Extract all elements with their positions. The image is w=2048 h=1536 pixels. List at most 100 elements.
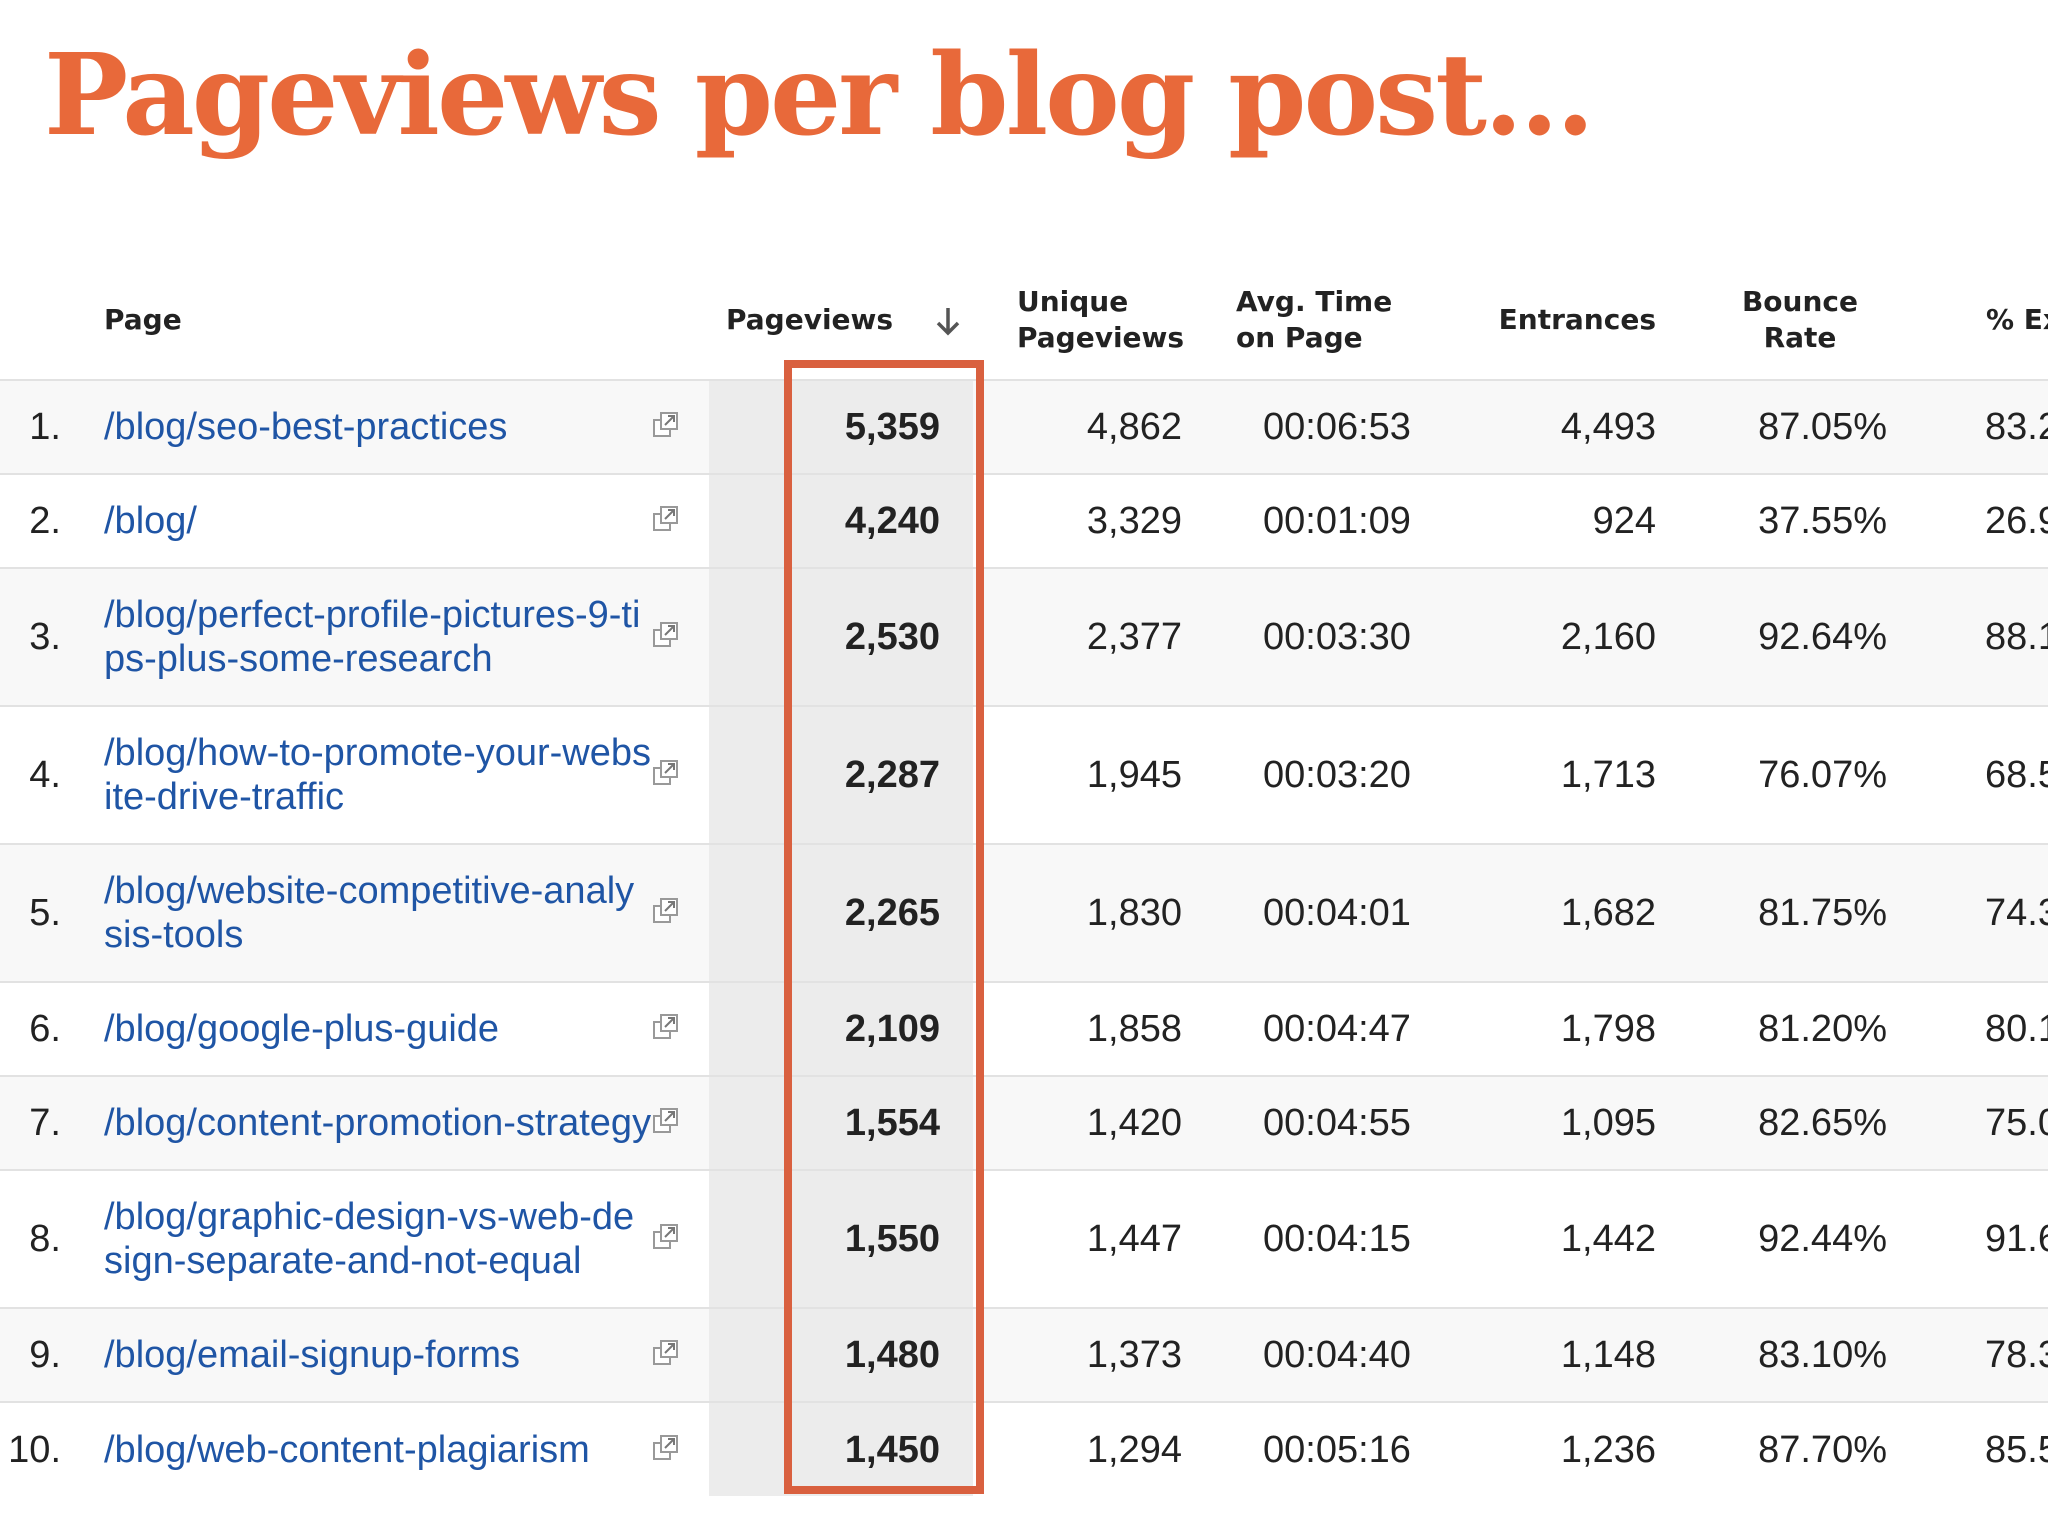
page-link[interactable]: /blog/web-content-plagiarism bbox=[104, 1428, 590, 1471]
entrances: 924 bbox=[1592, 500, 1656, 542]
exit-rate: 26.9 bbox=[1985, 500, 2048, 542]
bounce-rate: 81.20% bbox=[1758, 1008, 1887, 1050]
page-link[interactable]: /blog/perfect-profile-pictures-9-tips-pl… bbox=[104, 594, 641, 680]
pageviews-cell: 2,265 bbox=[709, 843, 973, 982]
page-link-cell: /blog/website-competitive-analysis-tools bbox=[70, 843, 652, 982]
avg-time: 00:03:20 bbox=[1263, 754, 1411, 796]
unique-pageviews-cell: 1,294 bbox=[973, 1401, 1182, 1496]
pageviews-cell: 2,530 bbox=[709, 567, 973, 706]
unique-pageviews-cell: 1,830 bbox=[973, 843, 1182, 982]
exit-rate: 91.6 bbox=[1985, 1218, 2048, 1260]
exit-rate: 88.1 bbox=[1985, 616, 2048, 658]
page-link[interactable]: /blog/website-competitive-analysis-tools bbox=[104, 870, 635, 956]
exit-rate: 85.5 bbox=[1985, 1428, 2048, 1471]
open-icon[interactable] bbox=[652, 897, 680, 925]
pageviews: 5,359 bbox=[844, 406, 940, 448]
table-row: 6. /blog/google-plus-guide 2,109 1,858 00:04… bbox=[0, 981, 2048, 1076]
bounce-rate-cell: 87.05% bbox=[1656, 379, 1887, 474]
open-icon[interactable] bbox=[652, 1223, 680, 1251]
entrances: 1,798 bbox=[1560, 1008, 1656, 1050]
unique-pageviews: 4,862 bbox=[1086, 406, 1182, 448]
open-icon[interactable] bbox=[652, 1107, 680, 1135]
exit-rate-cell: 80.1 bbox=[1887, 981, 2048, 1076]
header[interactable]: Unique Pageviews bbox=[1017, 285, 1185, 354]
exit-rate-cell: 26.9 bbox=[1887, 473, 2048, 568]
header[interactable]: Pageviews bbox=[726, 303, 894, 336]
unique-pageviews: 2,377 bbox=[1086, 616, 1182, 658]
row-number-cell: 1. bbox=[0, 379, 70, 474]
sort-arrow[interactable] bbox=[933, 304, 963, 338]
open-icon[interactable] bbox=[652, 411, 680, 439]
page-link[interactable]: /blog/email-signup-forms bbox=[104, 1334, 521, 1376]
row-number: 4. bbox=[29, 754, 61, 796]
pageviews-cell: 2,287 bbox=[709, 705, 973, 844]
bounce-rate: 87.05% bbox=[1758, 406, 1887, 448]
exit-rate: 74.3 bbox=[1985, 892, 2048, 934]
header[interactable]: Entrances bbox=[1498, 303, 1656, 336]
exit-rate: 83.2 bbox=[1985, 406, 2048, 448]
page-link[interactable]: /blog/content-promotion-strategy bbox=[104, 1102, 652, 1144]
page-link-cell: /blog/perfect-profile-pictures-9-tips-pl… bbox=[70, 567, 652, 706]
page-link-cell: /blog/email-signup-forms bbox=[70, 1307, 652, 1402]
unique-pageviews-cell: 1,373 bbox=[973, 1307, 1182, 1402]
open-icon[interactable] bbox=[652, 759, 680, 787]
bounce-rate: 92.64% bbox=[1758, 616, 1887, 658]
avg-time: 00:05:16 bbox=[1263, 1428, 1411, 1471]
pageviews-cell: 4,240 bbox=[709, 473, 973, 568]
header-row: Page Pageviews Unique Pageviews Avg. Tim… bbox=[0, 261, 2048, 380]
pageviews: 2,265 bbox=[844, 892, 940, 934]
table-row: 9. /blog/email-signup-forms 1,480 1,373 00:0… bbox=[0, 1307, 2048, 1402]
exit-rate-cell: 74.3 bbox=[1887, 843, 2048, 982]
page-link[interactable]: /blog/google-plus-guide bbox=[104, 1008, 500, 1050]
pageviews: 1,554 bbox=[844, 1102, 940, 1144]
open-icon[interactable] bbox=[652, 621, 680, 649]
header[interactable]: % Exit bbox=[1986, 303, 2048, 336]
bounce-rate-cell: 82.65% bbox=[1656, 1075, 1887, 1170]
header[interactable]: Avg. Time on Page bbox=[1236, 285, 1393, 354]
entrances: 4,493 bbox=[1560, 406, 1656, 448]
pageviews: 1,550 bbox=[844, 1218, 940, 1260]
avg-time-cell: 00:04:01 bbox=[1182, 843, 1430, 982]
page-link[interactable]: /blog/ bbox=[104, 500, 197, 542]
icon-cell bbox=[652, 981, 709, 1076]
bounce-rate-cell: 87.70% bbox=[1656, 1401, 1887, 1496]
unique-pageviews-cell: 2,377 bbox=[973, 567, 1182, 706]
entrances: 1,713 bbox=[1560, 754, 1656, 796]
bounce-rate: 76.07% bbox=[1758, 754, 1887, 796]
open-icon[interactable] bbox=[652, 1434, 680, 1462]
avg-time-cell: 00:03:20 bbox=[1182, 705, 1430, 844]
page-link[interactable]: /blog/graphic-design-vs-web-design-separ… bbox=[104, 1196, 635, 1282]
row-number: 3. bbox=[29, 616, 61, 658]
exit-rate-cell: 75.0 bbox=[1887, 1075, 2048, 1170]
header[interactable]: Bounce Rate bbox=[1741, 285, 1859, 354]
table-row: 7. /blog/content-promotion-strategy 1,554 1… bbox=[0, 1075, 2048, 1170]
avg-time: 00:04:01 bbox=[1263, 892, 1411, 934]
unique-pageviews: 1,858 bbox=[1086, 1008, 1182, 1050]
page-link-cell: /blog/ bbox=[70, 473, 652, 568]
page-link-cell: /blog/graphic-design-vs-web-design-separ… bbox=[70, 1169, 652, 1308]
icon-cell bbox=[652, 473, 709, 568]
avg-time-cell: 00:04:15 bbox=[1182, 1169, 1430, 1308]
bounce-rate-cell: 81.75% bbox=[1656, 843, 1887, 982]
avg-time-cell: 00:04:47 bbox=[1182, 981, 1430, 1076]
bounce-rate: 92.44% bbox=[1758, 1218, 1887, 1260]
page-link[interactable]: /blog/seo-best-practices bbox=[104, 406, 508, 448]
entrances: 2,160 bbox=[1560, 616, 1656, 658]
entrances-cell: 2,160 bbox=[1430, 567, 1656, 706]
open-icon[interactable] bbox=[652, 505, 680, 533]
open-icon[interactable] bbox=[652, 1339, 680, 1367]
icon-cell bbox=[652, 1307, 709, 1402]
page-link[interactable]: /blog/how-to-promote-your-website-drive-… bbox=[104, 732, 652, 818]
header[interactable]: Page bbox=[104, 303, 182, 336]
row-number-cell: 3. bbox=[0, 567, 70, 706]
row-number: 5. bbox=[29, 892, 61, 934]
pageviews: 2,530 bbox=[844, 616, 940, 658]
open-icon[interactable] bbox=[652, 1013, 680, 1041]
bounce-rate: 87.70% bbox=[1758, 1428, 1887, 1471]
table-row: 3. /blog/perfect-profile-pictures-9-tips-… bbox=[0, 567, 2048, 706]
table-row: 8. /blog/graphic-design-vs-web-design-sep… bbox=[0, 1169, 2048, 1308]
page-link-cell: /blog/content-promotion-strategy bbox=[70, 1075, 652, 1170]
bounce-rate-cell: 92.44% bbox=[1656, 1169, 1887, 1308]
unique-pageviews-cell: 1,858 bbox=[973, 981, 1182, 1076]
